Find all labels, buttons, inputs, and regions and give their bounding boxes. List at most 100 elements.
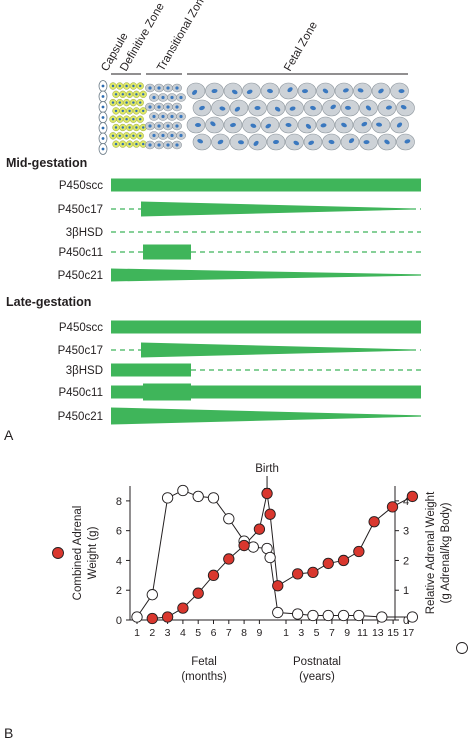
tapering-expression-bar [141, 201, 411, 217]
fetal-nucleus [342, 88, 349, 93]
combined-weight-point [238, 539, 250, 552]
definitive-nucleus [135, 109, 138, 113]
enzyme-label: 3βHSD [66, 365, 103, 377]
definitive-nucleus [139, 101, 142, 104]
fetal-nucleus [365, 105, 372, 111]
fetal-nucleus [234, 106, 241, 112]
fetal-nucleus [322, 88, 329, 94]
fetal-nucleus [378, 88, 384, 94]
late-gestation-title: Late-gestation [6, 295, 91, 309]
expression-row-p450c17: P450c17 [58, 201, 421, 217]
transitional-nucleus [179, 114, 183, 119]
definitive-nucleus [125, 134, 128, 137]
fetal-nucleus [404, 139, 411, 144]
fetal-nucleus [197, 138, 204, 144]
fetal-nucleus [194, 123, 201, 128]
relative-weight-point [177, 484, 189, 497]
fetal-nucleus [348, 138, 355, 144]
relative-weight-point [192, 490, 204, 503]
fetal-nucleus [285, 122, 292, 128]
definitive-nucleus [128, 109, 131, 113]
transitional-nucleus [166, 105, 170, 109]
fetal-nucleus [376, 122, 383, 127]
postnatal-axis-label: Postnatal [293, 656, 341, 668]
x-tick-label-fetal: 1 [134, 627, 140, 639]
fetal-nucleus [219, 106, 226, 111]
definitive-nucleus [139, 134, 142, 137]
expression-bar [143, 383, 191, 401]
right-tick-label: 2 [403, 555, 409, 567]
combined-weight-point [161, 611, 174, 623]
definitive-nucleus [111, 101, 115, 104]
transitional-nucleus [166, 124, 170, 128]
definitive-nucleus [121, 109, 125, 113]
transitional-nucleus [170, 114, 174, 119]
enzyme-label: P450c21 [58, 411, 103, 423]
combined-weight-point [291, 568, 304, 580]
x-tick-label-postnatal: 17 [403, 627, 415, 639]
fetal-nucleus [310, 105, 316, 111]
x-tick-label-fetal: 8 [241, 627, 247, 639]
transitional-nucleus [157, 86, 161, 90]
definitive-nucleus [118, 118, 122, 121]
definitive-nucleus [132, 118, 135, 121]
combined-weight-point [207, 569, 220, 581]
mid-gestation-title: Mid-gestation [6, 156, 87, 170]
transitional-nucleus [157, 105, 161, 109]
transitional-nucleus [166, 143, 170, 147]
relative-weight-point [406, 611, 419, 623]
fetal-nucleus [363, 140, 370, 145]
transitional-nucleus [175, 143, 179, 147]
expression-row-p450c17: P450c17 [58, 342, 421, 358]
definitive-nucleus [132, 134, 135, 137]
fetal-nucleus [320, 123, 327, 128]
definitive-nucleus [118, 101, 122, 104]
transitional-nucleus [175, 124, 179, 128]
transitional-nucleus [157, 143, 161, 147]
expression-row-p450c21: P450c21 [58, 268, 421, 282]
combined-weight-point [264, 508, 276, 520]
combined-weight-point [261, 487, 273, 500]
relative-weight-point [307, 609, 319, 622]
combined-weight-point [272, 580, 284, 592]
fetal-nucleus [230, 122, 236, 128]
transitional-nucleus [175, 86, 179, 90]
right-axis-title-unit: (g Adrenal/kg Body) [440, 502, 452, 603]
combined-weight-point [353, 545, 365, 558]
x-tick-label-postnatal: 9 [344, 627, 350, 639]
fetal-nucleus [231, 89, 238, 95]
relative-weight-point [322, 609, 334, 622]
transitional-nucleus [170, 133, 174, 138]
combined-weight-point [368, 516, 380, 528]
fetal-nucleus [330, 104, 336, 110]
combined-weight-point [406, 490, 419, 503]
expression-row-3hsd: 3βHSD [66, 227, 421, 239]
capsule-nucleus [101, 105, 105, 109]
fetal-nucleus [384, 139, 390, 145]
fetal-nucleus [361, 121, 368, 127]
relative-weight-point [264, 551, 276, 564]
right-axis-title: Relative Adrenal Weight [425, 491, 437, 614]
left-tick-label: 2 [116, 585, 122, 597]
fetal-axis-label: Fetal [191, 656, 217, 668]
fetal-nucleus [254, 105, 261, 111]
tapering-expression-bar [111, 407, 421, 425]
definitive-nucleus [139, 84, 142, 88]
relative-weight-point [146, 589, 158, 601]
fetal-nucleus [192, 89, 198, 95]
transitional-nucleus [161, 133, 165, 138]
fetal-nucleus [267, 88, 273, 94]
transitional-nucleus [152, 95, 156, 100]
right-tick-label: 0 [403, 615, 409, 627]
combined-weight-point [307, 566, 319, 579]
transitional-nucleus [179, 95, 183, 100]
definitive-nucleus [111, 118, 115, 121]
left-tick-label: 6 [116, 526, 122, 538]
capsule-nucleus [101, 126, 105, 130]
enzyme-label: P450c11 [58, 247, 103, 259]
expression-bar [191, 385, 421, 399]
definitive-nucleus [142, 93, 145, 96]
right-tick-label: 3 [403, 526, 409, 538]
transitional-nucleus [175, 105, 179, 109]
definitive-nucleus [132, 101, 135, 104]
